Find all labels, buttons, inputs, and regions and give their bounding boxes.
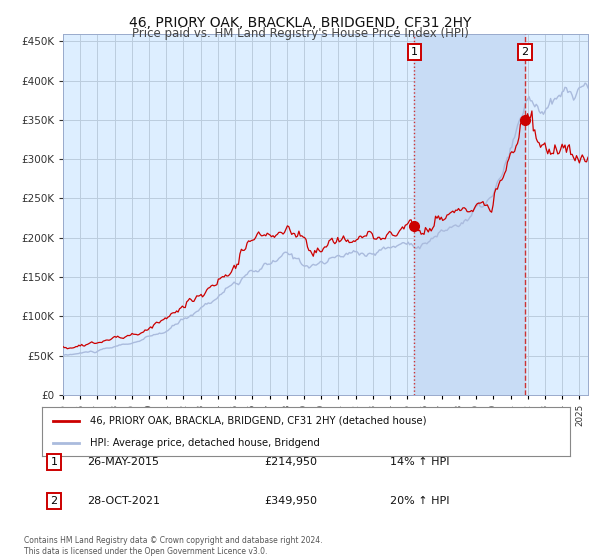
Text: 46, PRIORY OAK, BRACKLA, BRIDGEND, CF31 2HY: 46, PRIORY OAK, BRACKLA, BRIDGEND, CF31 … xyxy=(129,16,471,30)
Text: £214,950: £214,950 xyxy=(264,457,317,467)
Text: 1: 1 xyxy=(50,457,58,467)
Text: 26-MAY-2015: 26-MAY-2015 xyxy=(87,457,159,467)
Text: £349,950: £349,950 xyxy=(264,496,317,506)
Text: Contains HM Land Registry data © Crown copyright and database right 2024.
This d: Contains HM Land Registry data © Crown c… xyxy=(24,536,323,556)
Text: Price paid vs. HM Land Registry's House Price Index (HPI): Price paid vs. HM Land Registry's House … xyxy=(131,27,469,40)
Text: 46, PRIORY OAK, BRACKLA, BRIDGEND, CF31 2HY (detached house): 46, PRIORY OAK, BRACKLA, BRIDGEND, CF31 … xyxy=(89,416,426,426)
Text: 20% ↑ HPI: 20% ↑ HPI xyxy=(390,496,449,506)
Text: 2: 2 xyxy=(521,46,529,57)
Text: 2: 2 xyxy=(50,496,58,506)
Text: HPI: Average price, detached house, Bridgend: HPI: Average price, detached house, Brid… xyxy=(89,437,319,447)
Text: 1: 1 xyxy=(410,46,418,57)
Text: 14% ↑ HPI: 14% ↑ HPI xyxy=(390,457,449,467)
Text: 28-OCT-2021: 28-OCT-2021 xyxy=(87,496,160,506)
Bar xyxy=(414,34,525,395)
